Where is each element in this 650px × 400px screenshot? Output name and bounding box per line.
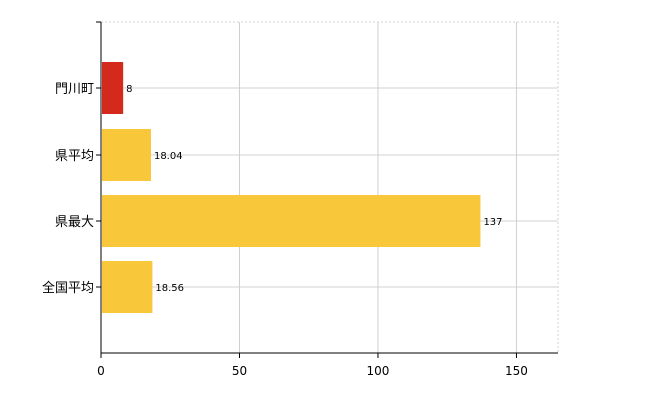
axes (96, 21, 558, 358)
data-label: 8 (126, 84, 132, 95)
category-label: 県最大 (55, 215, 94, 230)
data-label: 18.56 (155, 283, 184, 294)
grid (101, 21, 559, 353)
category-label: 県平均 (55, 149, 94, 164)
bar-4 (102, 261, 153, 313)
bar-1 (102, 62, 124, 114)
bars (102, 62, 481, 313)
category-label: 全国平均 (42, 280, 94, 296)
x-tick-label: 0 (97, 364, 105, 378)
data-label: 18.04 (154, 151, 183, 162)
data-label: 137 (483, 217, 502, 228)
category-label: 門川町 (55, 82, 94, 97)
bar-2 (102, 129, 151, 181)
x-tick-label: 50 (232, 364, 247, 378)
x-tick-label: 150 (505, 364, 528, 378)
bar-3 (102, 195, 481, 247)
x-tick-label: 100 (367, 364, 390, 378)
